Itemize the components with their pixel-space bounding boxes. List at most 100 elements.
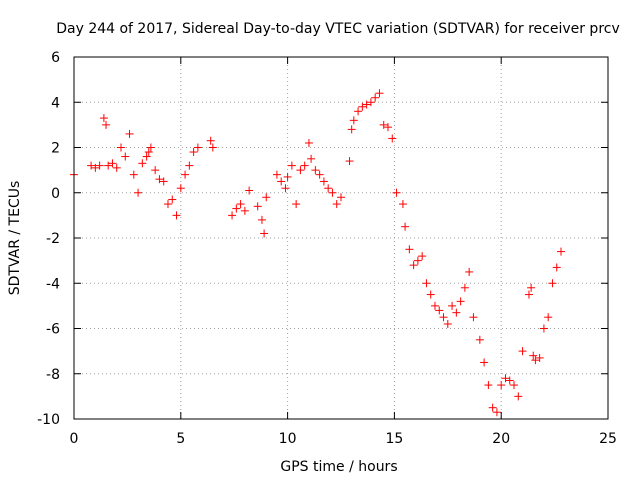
data-point [398,200,407,209]
x-tick-label: 15 [385,431,403,447]
x-tick-labels: 0 5 10 15 20 25 [70,431,617,447]
y-tick-label: 6 [51,50,60,66]
data-point [443,319,452,328]
data-point [283,172,292,181]
data-point [163,200,172,209]
data-point [362,100,371,109]
data-point [125,129,134,138]
data-point [557,247,566,256]
data-point [456,297,465,306]
y-tick-label: 4 [51,95,60,111]
data-point [409,261,418,270]
data-point [315,170,324,179]
data-point [193,143,202,152]
data-point [151,166,160,175]
data-point [181,170,190,179]
data-point [354,107,363,116]
data-point [469,313,478,322]
data-point [240,206,249,215]
data-point [189,148,198,157]
data-point [392,188,401,197]
data-point [510,381,519,390]
data-point [311,166,320,175]
data-point [134,188,143,197]
data-point [426,290,435,299]
data-point [529,351,538,360]
data-point [435,306,444,315]
y-tick-label: -6 [46,322,60,338]
data-point [296,166,305,175]
data-point [257,215,266,224]
data-point [208,143,217,152]
y-tick-label: -10 [37,412,60,428]
data-point [484,381,493,390]
data-point [413,256,422,265]
data-point [176,184,185,193]
x-tick-label: 20 [492,431,510,447]
data-point [518,347,527,356]
x-tick-label: 0 [70,431,79,447]
data-point [405,245,414,254]
data-point [95,161,104,170]
data-point [253,202,262,211]
data-point [345,157,354,166]
data-point [422,279,431,288]
data-point [539,324,548,333]
data-point [524,290,533,299]
data-point [172,211,181,220]
data-point [236,200,245,209]
data-point [159,177,168,186]
data-point [497,381,506,390]
x-tick-label: 25 [599,431,617,447]
data-point [492,408,501,417]
data-point [168,195,177,204]
data-point [388,134,397,143]
chart-title: Day 244 of 2017, Sidereal Day-to-day VTE… [56,21,620,37]
data-point [480,358,489,367]
data-point [262,193,271,202]
data-point [337,193,345,202]
data-point [272,170,281,179]
data-point [307,154,316,163]
data-point [371,93,380,102]
data-point [531,356,540,365]
data-point [99,114,108,123]
data-point [300,161,309,170]
data-point [104,161,113,170]
data-point [129,170,138,179]
data-point [430,301,439,310]
data-point [527,283,536,292]
data-point [418,252,427,261]
data-point [535,353,544,362]
data-point [475,335,484,344]
data-point [548,279,557,288]
data-point [232,204,241,213]
x-tick-label: 5 [176,431,185,447]
data-point [121,152,130,161]
data-point [292,200,301,209]
data-point [488,403,497,412]
y-tick-label: -2 [46,231,60,247]
data-point [448,301,457,310]
data-point [366,98,375,107]
data-point [552,263,561,272]
data-points [70,89,566,417]
data-point [287,161,296,170]
y-tick-label: 2 [51,141,60,157]
y-tick-label: -4 [46,276,60,292]
y-tick-labels: -10 -8 -6 -4 -2 0 2 4 6 [37,50,60,428]
data-point [260,229,269,238]
axis-ticks [73,56,609,420]
data-point [332,200,341,209]
data-point [281,184,290,193]
data-point [544,313,553,322]
data-point [102,120,111,129]
data-point [116,143,125,152]
data-point [460,283,469,292]
data-point [358,102,367,111]
data-point [347,125,356,134]
data-point [138,159,147,168]
data-point [206,136,215,145]
data-point [328,188,337,197]
data-point [112,163,121,172]
